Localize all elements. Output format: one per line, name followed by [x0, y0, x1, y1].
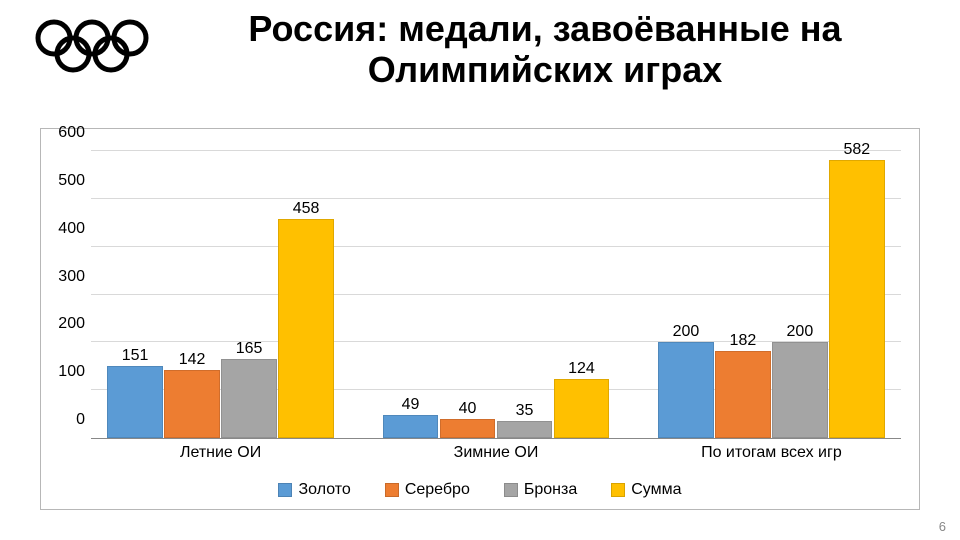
y-tick-label: 0	[45, 411, 85, 429]
x-category-label: Летние ОИ	[107, 444, 334, 462]
bar-value-label: 458	[293, 200, 320, 218]
y-tick-label: 200	[45, 315, 85, 333]
bar: 458	[278, 219, 334, 438]
bar-value-label: 142	[179, 351, 206, 369]
bar-value-label: 182	[730, 332, 757, 350]
bar: 200	[772, 342, 828, 438]
legend-item: Бронза	[504, 481, 577, 499]
x-category-label: По итогам всех игр	[658, 444, 885, 462]
y-tick-label: 300	[45, 268, 85, 286]
y-tick-label: 600	[45, 124, 85, 142]
legend-swatch	[385, 483, 399, 497]
chart-container: 0100200300400500600151142165458Летние ОИ…	[40, 128, 920, 510]
legend-item: Сумма	[611, 481, 681, 499]
bar: 35	[497, 421, 553, 438]
x-category-label: Зимние ОИ	[383, 444, 610, 462]
bar-value-label: 582	[844, 141, 871, 159]
bar: 200	[658, 342, 714, 438]
bar: 49	[383, 415, 439, 438]
bar: 151	[107, 366, 163, 438]
legend-label: Бронза	[524, 481, 577, 499]
bar-value-label: 49	[402, 396, 420, 414]
bar-group: 200182200582По итогам всех игр	[658, 151, 885, 438]
bar-value-label: 151	[122, 347, 149, 365]
plot-area: 0100200300400500600151142165458Летние ОИ…	[91, 151, 901, 439]
bar-value-label: 35	[516, 402, 534, 420]
bar: 582	[829, 160, 885, 438]
legend-swatch	[611, 483, 625, 497]
page-title: Россия: медали, завоёванные на Олимпийск…	[170, 8, 920, 91]
bar-value-label: 200	[787, 323, 814, 341]
legend-item: Золото	[278, 481, 350, 499]
legend-label: Серебро	[405, 481, 470, 499]
y-tick-label: 400	[45, 220, 85, 238]
bar-value-label: 165	[236, 340, 263, 358]
bar: 142	[164, 370, 220, 438]
legend-label: Золото	[298, 481, 350, 499]
bar-group: 494035124Зимние ОИ	[383, 151, 610, 438]
legend: Золото Серебро Бронза Сумма	[41, 481, 919, 499]
bar: 165	[221, 359, 277, 438]
olympic-logo	[32, 14, 152, 89]
legend-item: Серебро	[385, 481, 470, 499]
bar: 182	[715, 351, 771, 438]
legend-swatch	[278, 483, 292, 497]
bar: 124	[554, 379, 610, 438]
y-tick-label: 100	[45, 363, 85, 381]
y-tick-label: 500	[45, 172, 85, 190]
bar-group: 151142165458Летние ОИ	[107, 151, 334, 438]
bar-value-label: 200	[673, 323, 700, 341]
legend-swatch	[504, 483, 518, 497]
bar-value-label: 124	[568, 360, 595, 378]
bar: 40	[440, 419, 496, 438]
page-number: 6	[939, 519, 946, 534]
bar-value-label: 40	[459, 400, 477, 418]
legend-label: Сумма	[631, 481, 681, 499]
